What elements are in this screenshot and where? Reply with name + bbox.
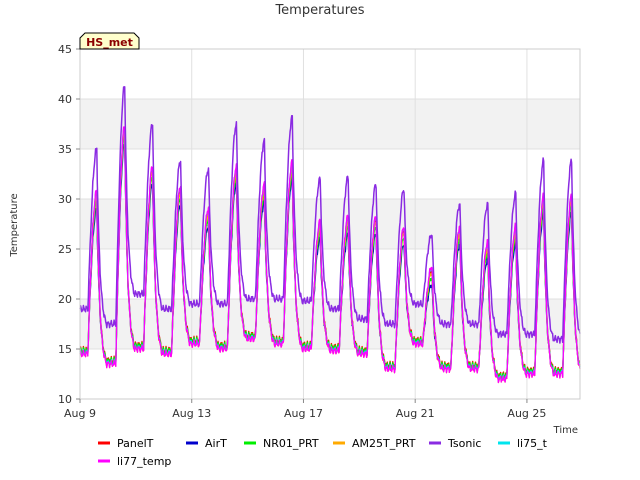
legend-label-li75-t: li75_t <box>517 437 548 450</box>
y-axis-ticks: 10 15 20 25 30 35 40 45 <box>58 43 80 406</box>
y-axis-label: Temperature <box>9 193 20 257</box>
background-band <box>80 199 580 249</box>
background-band <box>80 299 580 349</box>
y-tick-label: 35 <box>58 143 72 156</box>
y-tick-label: 30 <box>58 193 72 206</box>
badge-label: HS_met <box>86 36 133 49</box>
legend-label-am25t-prt: AM25T_PRT <box>352 437 416 450</box>
background-band <box>80 249 580 299</box>
y-tick-label: 15 <box>58 343 72 356</box>
x-axis-label: Time <box>553 425 578 436</box>
y-tick-label: 45 <box>58 43 72 56</box>
y-tick-label: 25 <box>58 243 72 256</box>
chart-title: Temperatures <box>274 3 364 18</box>
legend-label-li77-temp: li77_temp <box>117 455 171 468</box>
background-band <box>80 49 580 99</box>
y-tick-label: 40 <box>58 93 72 106</box>
background-band <box>80 149 580 199</box>
legend-label-nr01-prt: NR01_PRT <box>263 437 319 450</box>
x-tick-label: Aug 21 <box>396 407 435 420</box>
plot-frame <box>79 48 581 400</box>
y-tick-label: 20 <box>58 293 72 306</box>
x-axis-ticks: Aug 9 Aug 13 Aug 17 Aug 21 Aug 25 <box>64 399 546 420</box>
background-band <box>80 99 580 149</box>
x-tick-label: Aug 17 <box>284 407 323 420</box>
series-line-tsonic <box>79 86 581 344</box>
x-tick-label: Aug 25 <box>507 407 546 420</box>
legend-label-panelt: PanelT <box>117 437 154 450</box>
x-tick-label: Aug 9 <box>64 407 96 420</box>
legend-label-airt: AirT <box>205 437 227 450</box>
legend-label-tsonic: Tsonic <box>447 437 481 450</box>
series-line-li77-temp <box>79 126 581 384</box>
badge-shape <box>79 32 140 50</box>
legend: PanelT AirT NR01_PRT AM25T_PRT Tsonic li75_tl… <box>98 437 548 468</box>
station-badge: HS_met <box>79 32 140 50</box>
series-lines <box>79 86 581 384</box>
plot-background-bands <box>80 49 580 399</box>
x-tick-label: Aug 13 <box>172 407 211 420</box>
y-tick-label: 10 <box>58 393 72 406</box>
